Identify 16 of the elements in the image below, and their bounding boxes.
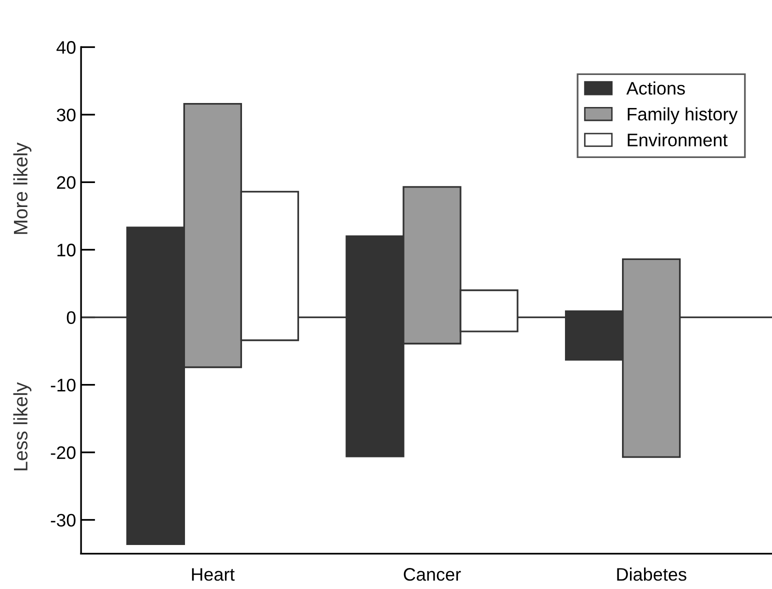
text: Less likely xyxy=(13,382,32,470)
x-tick-label: Cancer xyxy=(404,568,461,581)
y-tick-label: 10 xyxy=(57,244,76,256)
y-tick-label: -10 xyxy=(50,378,76,392)
y-tick-label: -30 xyxy=(50,514,76,527)
legend-label: Environment xyxy=(628,133,728,146)
x-tick-label: Diabetes xyxy=(617,568,686,581)
legend-label: Family history xyxy=(628,107,738,124)
y-tick-label: 40 xyxy=(56,41,76,54)
text: More likely xyxy=(13,142,32,234)
y-tick-label: -20 xyxy=(50,446,76,460)
y-tick-label: 0 xyxy=(66,311,76,324)
legend-label: Actions xyxy=(626,81,685,95)
x-tick-label: Heart xyxy=(192,568,235,581)
y-tick-label: 20 xyxy=(57,176,76,189)
y-tick-label: 30 xyxy=(56,108,76,122)
